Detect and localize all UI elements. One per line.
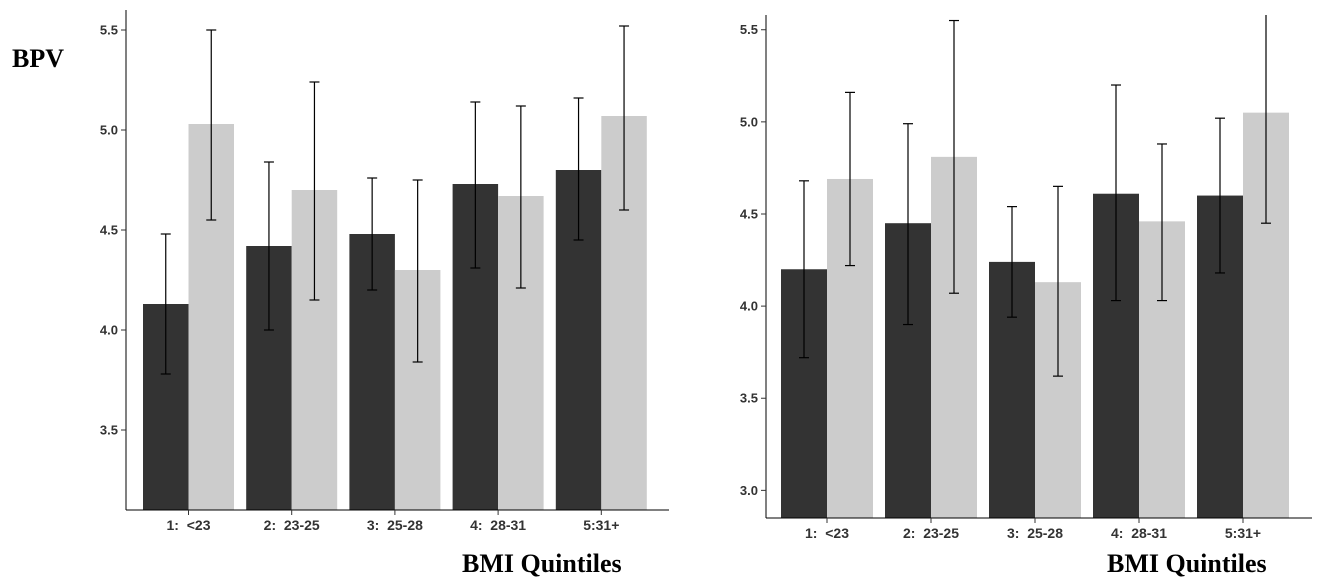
error-bar-s1-4 bbox=[1111, 84, 1121, 302]
error-bar-s1-3 bbox=[1007, 206, 1017, 318]
y-tick-label: 5.5 bbox=[740, 22, 758, 37]
x-tick-label: 1: <23 bbox=[167, 517, 211, 533]
error-bar-s1-2 bbox=[903, 123, 913, 326]
error-bar-s2-5 bbox=[1261, 15, 1271, 224]
error-bar-s1-4 bbox=[470, 101, 481, 269]
error-bar-s2-5 bbox=[619, 25, 630, 211]
y-tick-label: 3.5 bbox=[740, 391, 758, 406]
error-bar-s2-3 bbox=[412, 179, 423, 363]
error-bar-s1-5 bbox=[1215, 117, 1225, 274]
x-tick-label: 5:31+ bbox=[1225, 525, 1261, 541]
x-tick-label: 2: 23-25 bbox=[903, 525, 959, 541]
x-tick-label: 4: 28-31 bbox=[1111, 525, 1167, 541]
y-axis-title: BPV bbox=[12, 44, 64, 73]
error-bar-s1-1 bbox=[799, 180, 809, 359]
x-axis-title-right: BMI Quintiles bbox=[1107, 549, 1267, 578]
error-bar-s2-4 bbox=[1157, 143, 1167, 302]
y-tick-label: 5.0 bbox=[740, 114, 758, 129]
error-bar-s2-1 bbox=[206, 29, 217, 221]
error-bar-s1-1 bbox=[160, 233, 171, 375]
y-tick-label: 4.0 bbox=[100, 323, 118, 338]
error-bar-s2-1 bbox=[845, 91, 855, 267]
error-bar-s2-3 bbox=[1053, 185, 1063, 377]
error-bar-s2-4 bbox=[515, 105, 526, 289]
error-bar-s1-3 bbox=[367, 177, 378, 291]
x-axis-title-left: BMI Quintiles bbox=[462, 549, 622, 578]
y-tick-label: 5.0 bbox=[100, 123, 118, 138]
x-tick-label: 5:31+ bbox=[583, 517, 619, 533]
error-bar-s2-2 bbox=[309, 81, 320, 301]
y-tick-label: 3.5 bbox=[100, 423, 118, 438]
right-bar-chart: 3.0 3.5 4.0 4.5 5.0 5.5 1: <23 2: 23-25 3: 25-28… bbox=[740, 15, 1312, 541]
y-tick-label: 5.5 bbox=[100, 23, 118, 38]
x-tick-label: 1: <23 bbox=[805, 525, 849, 541]
error-bar-s1-5 bbox=[573, 97, 584, 241]
y-tick-label: 4.5 bbox=[100, 223, 118, 238]
x-tick-label: 3: 25-28 bbox=[367, 517, 423, 533]
y-tick-label: 4.5 bbox=[740, 206, 758, 221]
error-bar-s2-2 bbox=[949, 19, 959, 294]
x-tick-label: 4: 28-31 bbox=[470, 517, 526, 533]
y-tick-label: 4.0 bbox=[740, 299, 758, 314]
left-bar-chart: 3.5 4.0 4.5 5.0 5.5 1: <23 2: 23-25 3: 25-28 4: … bbox=[100, 10, 669, 533]
x-tick-label: 2: 23-25 bbox=[264, 517, 320, 533]
error-bar-s1-2 bbox=[263, 161, 274, 331]
x-tick-label: 3: 25-28 bbox=[1007, 525, 1063, 541]
y-tick-label: 3.0 bbox=[740, 483, 758, 498]
